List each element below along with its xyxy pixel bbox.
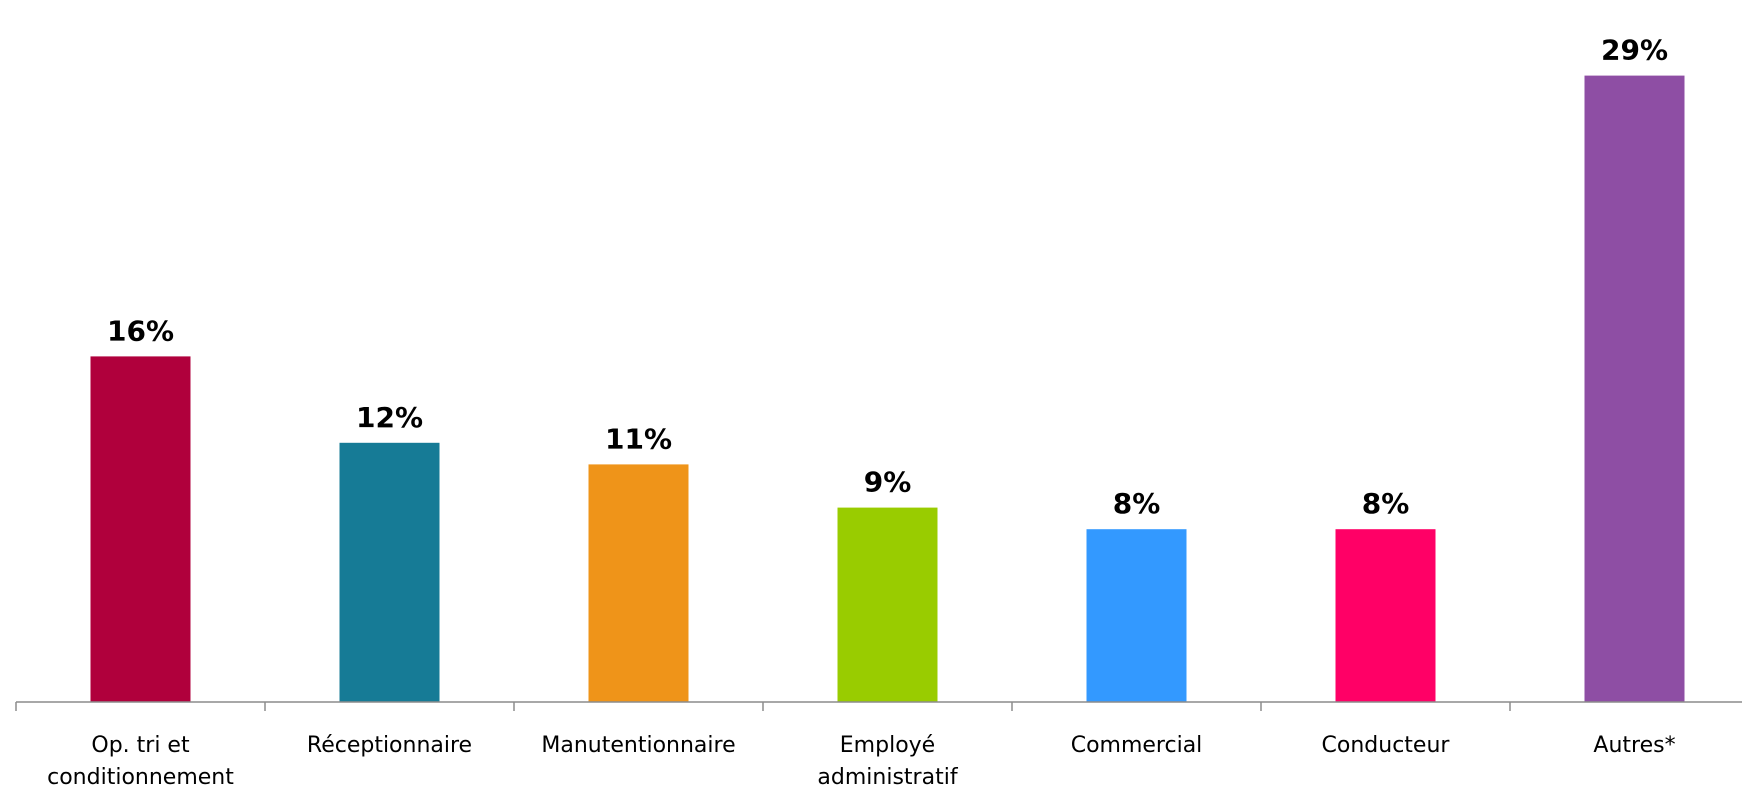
value-label-4: 9% [864,466,912,499]
bar-7 [1584,75,1685,703]
value-label-1: 16% [107,314,174,347]
category-label-line: conditionnement [47,765,234,790]
category-labels-group: Op. tri et conditionnement Réceptionnaire M… [47,733,1675,790]
value-label-2: 12% [356,401,423,434]
bar-3 [588,464,689,702]
bar-4 [837,507,938,702]
category-label-3: Manutentionnaire [541,733,735,758]
category-label-line: Conducteur [1322,733,1451,758]
category-label-line: Autres* [1593,733,1675,758]
x-axis [15,701,1742,711]
category-label-7: Autres* [1593,733,1675,758]
category-label-line: Réceptionnaire [307,733,472,758]
bar-6 [1335,529,1436,702]
category-label-line: Commercial [1071,733,1203,758]
value-label-5: 8% [1113,487,1161,520]
value-labels-group: 16% 12% 11% 9% 8% 8% 29% [107,34,1668,521]
category-label-line: Op. tri et [91,733,190,758]
bars-group [90,75,1685,703]
value-label-7: 29% [1601,34,1668,67]
category-label-6: Conducteur [1322,733,1451,758]
category-label-1: Op. tri et conditionnement [47,733,234,790]
category-label-4: Employé administratif [817,733,958,790]
bar-2 [339,442,440,702]
category-label-5: Commercial [1071,733,1203,758]
category-label-line: Employé [840,733,935,758]
category-label-line: administratif [817,765,958,790]
value-label-6: 8% [1362,487,1410,520]
category-label-2: Réceptionnaire [307,733,472,758]
bar-1 [90,356,191,702]
value-label-3: 11% [605,422,672,455]
bar-5 [1086,529,1187,702]
category-label-line: Manutentionnaire [541,733,735,758]
